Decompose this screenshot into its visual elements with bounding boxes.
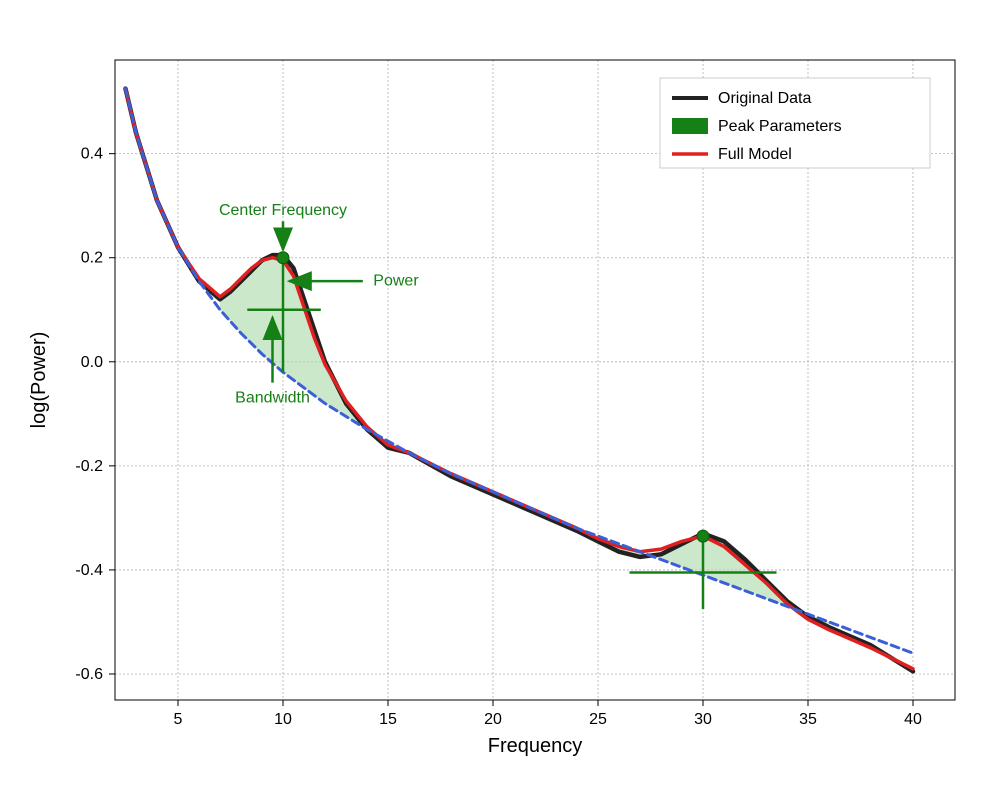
annotation-text-2: Bandwidth (235, 389, 310, 406)
xtick-label: 25 (589, 711, 607, 728)
peak-center-dot-0 (277, 252, 289, 264)
power-spectrum-chart: Center Frequency Power Bandwidth 5 10 15 20 25 3… (0, 0, 1000, 800)
xtick-label: 15 (379, 711, 397, 728)
y-axis-label: log(Power) (28, 332, 50, 429)
xtick-label: 40 (904, 711, 922, 728)
legend-label-2: Full Model (718, 146, 792, 163)
xtick-label: 20 (484, 711, 502, 728)
ytick-label: -0.6 (75, 666, 103, 683)
xtick-label: 10 (274, 711, 292, 728)
ytick-label: -0.4 (75, 562, 103, 579)
legend-label-1: Peak Parameters (718, 118, 842, 135)
xtick-label: 5 (174, 711, 183, 728)
xtick-label: 30 (694, 711, 712, 728)
ytick-label: -0.2 (75, 458, 103, 475)
chart-svg: Center Frequency Power Bandwidth 5 10 15 20 25 3… (0, 0, 1000, 800)
x-axis-label: Frequency (488, 735, 583, 757)
legend-label-0: Original Data (718, 90, 811, 107)
peak-center-dot-1 (697, 530, 709, 542)
legend-swatch-1 (672, 118, 708, 134)
ytick-label: 0.2 (81, 250, 103, 267)
ytick-label: 0.4 (81, 146, 103, 163)
xtick-label: 35 (799, 711, 817, 728)
annotation-text-0: Center Frequency (219, 202, 347, 219)
ytick-label: 0.0 (81, 354, 103, 371)
annotation-text-1: Power (373, 272, 419, 289)
